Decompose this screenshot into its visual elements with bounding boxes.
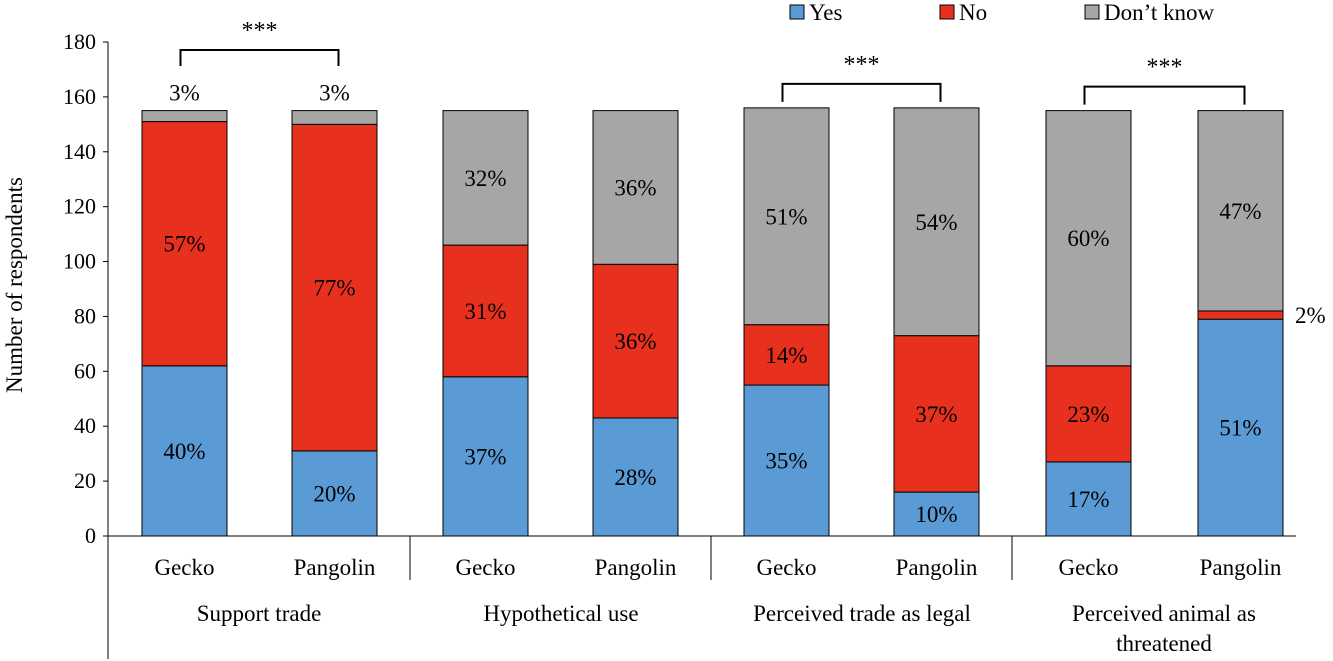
bar-yes-segment bbox=[141, 365, 228, 537]
legend-swatch bbox=[1084, 4, 1100, 20]
bar-no-segment bbox=[291, 123, 378, 452]
y-tick-label: 40 bbox=[74, 413, 96, 438]
bar-yes-segment bbox=[442, 376, 529, 537]
x-category-label: Gecko bbox=[154, 555, 214, 580]
bar-dk-segment bbox=[743, 107, 830, 326]
significance-bracket bbox=[179, 49, 340, 66]
y-tick-label: 100 bbox=[63, 249, 96, 274]
bar-yes-label: 17% bbox=[1067, 487, 1109, 512]
y-tick-label: 60 bbox=[74, 358, 96, 383]
bar-dk-label: 3% bbox=[169, 81, 200, 106]
bar-dk-segment bbox=[141, 110, 228, 123]
bar-dk-segment bbox=[1045, 110, 1132, 367]
x-group-label: threatened bbox=[1116, 631, 1212, 656]
bar-no-segment bbox=[1197, 310, 1284, 320]
bar-dk-label: 60% bbox=[1067, 226, 1109, 251]
bar-no-label: 36% bbox=[614, 329, 656, 354]
y-tick-label: 180 bbox=[63, 29, 96, 54]
bar-yes-label: 10% bbox=[915, 502, 957, 527]
significance-bracket bbox=[781, 82, 942, 102]
x-category-label: Gecko bbox=[1058, 555, 1118, 580]
x-category-label: Gecko bbox=[756, 555, 816, 580]
bar-yes-label: 28% bbox=[614, 465, 656, 490]
legend-swatch bbox=[939, 4, 955, 20]
significance-stars: *** bbox=[844, 52, 880, 78]
bar-dk-label: 36% bbox=[614, 175, 656, 200]
bar-yes-segment bbox=[291, 450, 378, 537]
bar-no-segment bbox=[893, 335, 980, 493]
y-tick-label: 20 bbox=[74, 468, 96, 493]
bar-no-segment bbox=[592, 263, 679, 419]
bar-dk-segment bbox=[291, 110, 378, 125]
x-group-label: Perceived animal as bbox=[1072, 601, 1256, 626]
bar-dk-segment bbox=[1197, 110, 1284, 312]
significance-bracket bbox=[1083, 85, 1246, 105]
legend-label: No bbox=[959, 0, 987, 25]
bars: 40% 57% 3% 20% 77% 3% 37% 31% 32% 28% 36% 36% 35% 14%… bbox=[141, 81, 1326, 537]
bar-yes-label: 51% bbox=[1219, 416, 1261, 441]
bar-no-label: 57% bbox=[163, 232, 205, 257]
legend-label: Yes bbox=[809, 0, 843, 25]
bar-no-segment bbox=[141, 121, 228, 367]
x-group-label: Perceived trade as legal bbox=[753, 601, 971, 626]
y-tick-label: 160 bbox=[63, 84, 96, 109]
bar-dk-segment bbox=[592, 110, 679, 265]
bar-dk-segment bbox=[893, 107, 980, 337]
bar-dk-label: 47% bbox=[1219, 199, 1261, 224]
x-category-label: Pangolin bbox=[294, 555, 376, 580]
x-group-label: Hypothetical use bbox=[483, 601, 638, 626]
bar-no-label: 31% bbox=[464, 299, 506, 324]
bar-no-label: 37% bbox=[915, 402, 957, 427]
significance-stars: *** bbox=[1147, 55, 1183, 81]
bar-no-segment bbox=[1045, 365, 1132, 463]
y-axis: 0 20 40 60 80 100 120 140 160 180 Number of respon… bbox=[2, 29, 109, 659]
bar-yes-segment bbox=[743, 384, 830, 537]
significance-stars: *** bbox=[242, 18, 278, 44]
bar-yes-label: 20% bbox=[313, 481, 355, 506]
bar-dk-label: 54% bbox=[915, 210, 957, 235]
y-tick-label: 80 bbox=[74, 303, 96, 328]
legend: Yes No Don’t know bbox=[789, 0, 1214, 25]
bar-no-segment bbox=[743, 324, 830, 386]
significance-brackets: *** *** *** bbox=[179, 18, 1246, 105]
legend-swatch bbox=[789, 4, 805, 20]
bar-yes-segment bbox=[1197, 318, 1284, 537]
x-group-label: Support trade bbox=[197, 601, 322, 626]
bar-dk-label: 3% bbox=[319, 81, 350, 106]
bar-no-label: 23% bbox=[1067, 402, 1109, 427]
bar-no-label: 2% bbox=[1295, 303, 1326, 328]
bar-dk-segment bbox=[442, 110, 529, 246]
bar-no-label: 14% bbox=[765, 343, 807, 368]
bar-yes-label: 35% bbox=[765, 449, 807, 474]
x-axis: Gecko Pangolin Gecko Pangolin Gecko Pangolin G… bbox=[108, 535, 1296, 656]
y-axis-title: Number of respondents bbox=[2, 177, 27, 393]
bar-dk-label: 32% bbox=[464, 166, 506, 191]
bar-dk-label: 51% bbox=[765, 204, 807, 229]
y-tick-label: 140 bbox=[63, 139, 96, 164]
bar-yes-label: 40% bbox=[163, 439, 205, 464]
legend-label: Don’t know bbox=[1104, 0, 1214, 25]
x-category-label: Gecko bbox=[455, 555, 515, 580]
x-category-label: Pangolin bbox=[896, 555, 978, 580]
x-category-label: Pangolin bbox=[595, 555, 677, 580]
y-tick-label: 0 bbox=[85, 523, 96, 548]
bar-yes-segment bbox=[592, 417, 679, 537]
bar-yes-label: 37% bbox=[464, 444, 506, 469]
y-tick-label: 120 bbox=[63, 194, 96, 219]
x-category-label: Pangolin bbox=[1200, 555, 1282, 580]
bar-no-label: 77% bbox=[313, 276, 355, 301]
